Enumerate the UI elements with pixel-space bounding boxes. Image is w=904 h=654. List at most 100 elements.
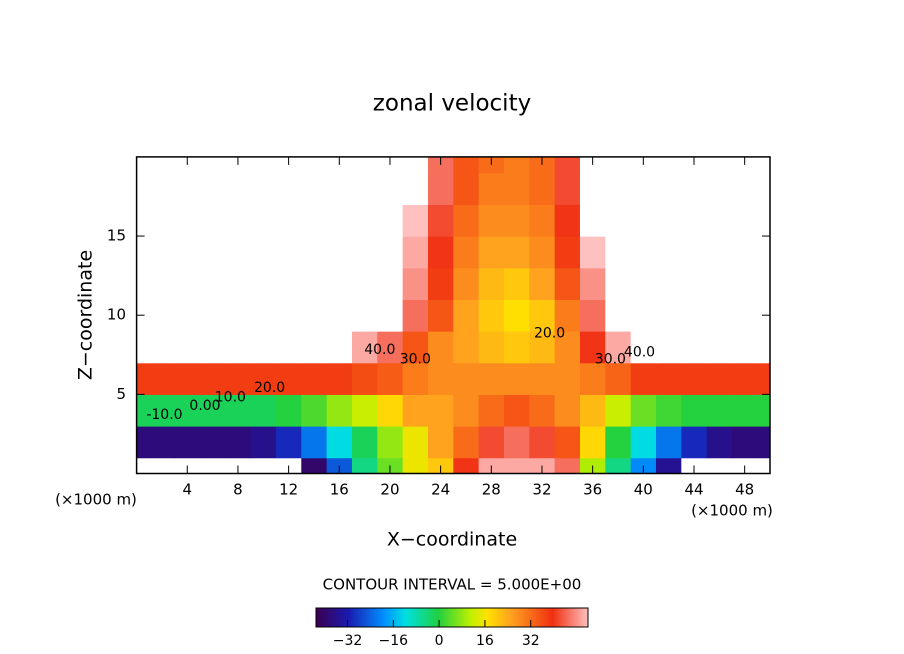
contour-cell [174,299,201,332]
contour-cell [478,267,505,300]
contour-cell [757,204,771,237]
contour-label: 20.0 [254,380,285,396]
contour-cell [503,457,530,474]
contour-cell [706,394,733,427]
contour-cell [706,236,733,269]
contour-cell [427,236,454,269]
contour-cell [630,362,657,395]
contour-cell [136,457,150,474]
contour-cell [579,426,606,459]
contour-cell [225,204,252,237]
contour-cell [706,267,733,300]
contour-cell [326,299,353,332]
contour-cell [149,331,176,364]
contour-cell [706,156,733,174]
contour-cell [503,331,530,364]
contour-cell [655,156,682,174]
contour-cell [250,204,277,237]
contour-cell [681,156,708,174]
contour-cell [301,204,328,237]
contour-cell [554,394,581,427]
contour-cell [225,156,252,174]
contour-cell [503,394,530,427]
contour-cell [757,156,771,174]
contour-cell [655,457,682,474]
contour-cell [326,394,353,427]
contour-cell [275,267,302,300]
contour-cell [377,426,404,459]
contour-cell [427,172,454,205]
y-tick-label: 10 [107,306,126,324]
contour-cell [250,362,277,395]
contour-cell [326,156,353,174]
contour-cell [453,236,480,269]
contour-cell [630,267,657,300]
contour-cell [377,331,404,364]
contour-cell [503,156,530,174]
x-tick-label: 24 [431,481,450,499]
contour-cell [630,394,657,427]
contour-cell [402,331,429,364]
contour-cell [301,394,328,427]
contour-cell [554,267,581,300]
contour-cell [478,394,505,427]
contour-cell [503,204,530,237]
contour-cell [579,299,606,332]
contour-cell [199,156,226,174]
contour-cell [351,362,378,395]
contour-cell [605,267,632,300]
contour-cell [706,362,733,395]
contour-cell [174,156,201,174]
contour-cell [427,156,454,174]
contour-cell [275,299,302,332]
contour-cell [579,204,606,237]
contour-cell [377,267,404,300]
contour-cell [351,204,378,237]
colorbar-tick-label: 16 [476,633,494,649]
contour-cell [275,172,302,205]
contour-cell [478,204,505,237]
contour-cell [757,362,771,395]
contour-cell [326,426,353,459]
contour-cell [529,394,556,427]
contour-cell [453,299,480,332]
contour-cell [225,394,252,427]
contour-cell [757,236,771,269]
contour-cell [402,457,429,474]
contour-cell [478,172,505,205]
contour-cell [250,426,277,459]
contour-cell [630,331,657,364]
x-unit-label: (×1000 m) [691,502,773,520]
plot-area: 40.030.020.010.00.00-10.020.030.040.0 [136,156,771,474]
contour-cell [706,331,733,364]
contour-cell [275,394,302,427]
contour-cell [250,331,277,364]
contour-cell [529,156,556,174]
contour-cell [731,331,758,364]
contour-cell [681,236,708,269]
colorbar [315,607,589,628]
contour-cell [757,331,771,364]
contour-cell [630,236,657,269]
contour-cell [326,204,353,237]
contour-cell [706,204,733,237]
contour-cell [554,426,581,459]
contour-cell [529,267,556,300]
contour-cell [453,204,480,237]
contour-cell [149,236,176,269]
contour-cell [731,426,758,459]
contour-cell [199,362,226,395]
x-tick-label: 48 [735,481,754,499]
contour-cell [174,236,201,269]
contour-cell [757,267,771,300]
contour-cell [275,204,302,237]
contour-cell [681,426,708,459]
contour-cell [706,426,733,459]
contour-cell [427,362,454,395]
contour-cell [326,267,353,300]
contour-cell [529,204,556,237]
contour-cell [351,299,378,332]
contour-cell [199,172,226,205]
contour-cell [225,236,252,269]
contour-cell [757,394,771,427]
